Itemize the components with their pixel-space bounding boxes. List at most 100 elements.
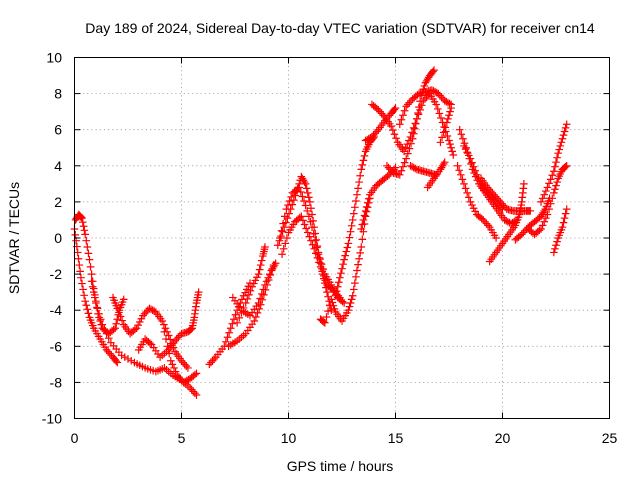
data-point	[447, 143, 455, 152]
data-point	[74, 254, 83, 263]
data-point	[303, 189, 312, 197]
data-point	[82, 236, 91, 245]
data-point	[76, 267, 84, 276]
data-point	[562, 205, 571, 213]
data-point	[320, 318, 328, 326]
data-point	[358, 235, 367, 244]
y-tick-label: 10	[46, 50, 62, 66]
data-point	[552, 241, 560, 250]
data-point	[91, 293, 99, 302]
data-point	[543, 183, 552, 192]
data-point	[552, 158, 560, 166]
data-point	[543, 210, 552, 219]
data-point	[302, 184, 311, 193]
data-point	[261, 243, 269, 251]
data-point	[321, 319, 329, 327]
data-point	[160, 320, 168, 329]
data-point	[466, 154, 475, 163]
data-point	[409, 129, 418, 138]
data-point	[540, 190, 549, 199]
data-point	[420, 82, 429, 90]
data-point	[551, 162, 559, 171]
data-point	[321, 276, 330, 285]
data-point	[466, 198, 475, 206]
data-point	[399, 162, 407, 171]
data-point	[301, 201, 310, 210]
data-point	[308, 240, 317, 249]
data-point	[432, 100, 440, 109]
data-point	[80, 291, 88, 300]
y-tick-label: 6	[54, 122, 62, 138]
data-point	[551, 245, 559, 253]
data-point	[111, 324, 119, 333]
data-point	[253, 273, 261, 282]
data-point	[412, 120, 420, 128]
data-point	[322, 313, 331, 321]
data-point	[162, 335, 170, 343]
data-point	[303, 207, 312, 215]
x-tick-label: 0	[71, 430, 79, 446]
data-point	[316, 263, 325, 271]
data-point	[413, 115, 421, 123]
data-point	[297, 212, 306, 221]
data-point	[391, 104, 400, 112]
series-arc-23	[436, 104, 455, 147]
data-point	[235, 314, 244, 322]
data-point	[287, 193, 295, 201]
data-point	[556, 142, 565, 150]
data-point	[82, 301, 91, 310]
data-point	[550, 248, 558, 257]
data-point	[346, 299, 355, 307]
data-point	[468, 158, 476, 167]
data-point	[349, 209, 358, 218]
data-point	[440, 158, 449, 166]
series-arc-10	[233, 243, 269, 327]
data-point	[96, 315, 105, 324]
data-point	[457, 130, 466, 139]
data-point	[414, 109, 422, 117]
data-point	[471, 166, 480, 175]
y-tick-label: 8	[54, 86, 62, 102]
data-point	[562, 162, 571, 170]
data-point	[306, 198, 314, 206]
data-point	[225, 328, 233, 337]
data-point	[327, 306, 336, 314]
data-point	[305, 193, 313, 202]
data-point	[115, 308, 123, 317]
data-point	[308, 223, 316, 231]
data-point	[356, 171, 364, 180]
series-arc-27	[477, 174, 535, 215]
data-point	[392, 134, 400, 143]
data-point	[298, 192, 307, 201]
data-point	[463, 148, 471, 157]
series-arc-1	[70, 225, 122, 367]
data-point	[284, 201, 292, 209]
data-point	[306, 217, 315, 226]
data-point	[336, 293, 344, 302]
x-tick-label: 15	[388, 430, 404, 446]
x-axis-label: GPS time / hours	[287, 458, 394, 474]
data-point	[436, 138, 445, 147]
data-point	[345, 302, 354, 311]
data-point	[77, 213, 85, 222]
series-arc-19	[383, 66, 438, 179]
data-point	[297, 188, 305, 196]
data-point	[259, 285, 268, 294]
data-point	[277, 226, 286, 235]
data-point	[78, 214, 86, 222]
data-point	[363, 199, 372, 207]
data-point	[87, 270, 96, 278]
data-points	[70, 66, 571, 399]
data-point	[526, 207, 535, 215]
data-point	[278, 227, 287, 236]
data-point	[347, 295, 356, 304]
data-point	[93, 304, 102, 313]
data-point	[446, 107, 454, 116]
data-point	[468, 201, 476, 209]
data-point	[276, 234, 284, 242]
data-point	[300, 197, 308, 205]
data-point	[339, 260, 347, 268]
data-point	[79, 285, 87, 294]
data-point	[137, 314, 146, 323]
